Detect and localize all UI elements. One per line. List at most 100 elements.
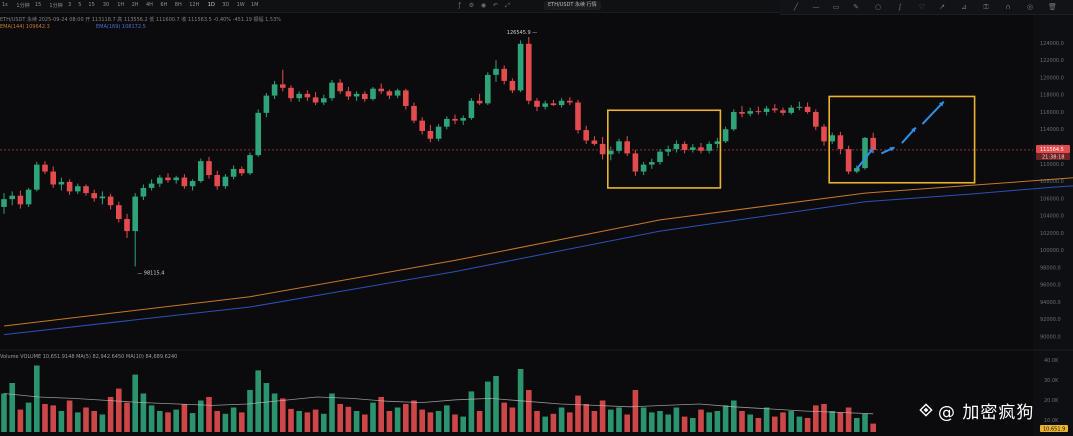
volume-bar bbox=[747, 414, 753, 432]
candle-body bbox=[247, 155, 253, 174]
volume-bar bbox=[788, 411, 794, 432]
candle-body bbox=[468, 100, 475, 119]
volume-bar bbox=[378, 397, 384, 432]
volume-bar bbox=[813, 405, 819, 432]
y-tick-label: 110000.0 bbox=[1040, 162, 1064, 168]
timeframe-10[interactable]: 4H bbox=[146, 2, 153, 8]
volume-bar bbox=[714, 411, 721, 432]
volume-bar bbox=[140, 393, 147, 432]
candle-body bbox=[345, 91, 352, 97]
candle-body bbox=[698, 147, 704, 151]
candle-body bbox=[632, 153, 639, 172]
volume-bar bbox=[206, 397, 212, 432]
timeframe-13[interactable]: 12H bbox=[189, 2, 200, 8]
arrow-icon[interactable]: ↗ bbox=[939, 3, 945, 11]
symbol-chip[interactable]: ETH/USDT 永续 行情 bbox=[544, 1, 601, 10]
magnet-icon[interactable]: ∩ bbox=[1005, 3, 1011, 11]
ema144-line bbox=[3, 177, 1073, 327]
timeframe-5[interactable]: 5 bbox=[78, 2, 82, 8]
volume-bar bbox=[435, 411, 442, 432]
volume-bar bbox=[509, 407, 516, 432]
volume-bar bbox=[681, 416, 688, 432]
candle-body bbox=[649, 162, 655, 165]
ohlc-info: ETH/USDT 永续 2025-09-24 08:00 开 113118.7 … bbox=[0, 17, 282, 23]
timeframe-1[interactable]: 1分钟 bbox=[16, 3, 30, 9]
ema144-legend: EMA(144) 109642.3 bbox=[0, 24, 50, 30]
volume-bar bbox=[394, 407, 401, 432]
volume-bar bbox=[542, 416, 548, 432]
circle-icon[interactable]: ○ bbox=[874, 3, 882, 11]
timeframe-16[interactable]: 1W bbox=[236, 2, 245, 8]
candle-body bbox=[755, 111, 762, 113]
price-tag-timer-bg bbox=[1036, 152, 1070, 160]
candle-body bbox=[124, 219, 130, 232]
undo-icon[interactable]: ↶ bbox=[492, 2, 499, 9]
timeframe-12[interactable]: 8H bbox=[174, 2, 182, 8]
volume-bar bbox=[189, 413, 196, 432]
volume-bar bbox=[804, 418, 811, 432]
trendline-icon[interactable]: ╱ bbox=[793, 3, 799, 11]
candle-body bbox=[9, 195, 15, 200]
brush-icon[interactable]: ∫ bbox=[898, 3, 902, 11]
horizontal-line-icon[interactable]: — bbox=[812, 3, 820, 11]
candle-body bbox=[599, 143, 606, 155]
timeframe-0[interactable]: 1s bbox=[2, 2, 8, 8]
pen-icon[interactable]: ✎ bbox=[853, 3, 859, 11]
heart-icon[interactable]: ♡ bbox=[918, 3, 926, 11]
trend-arrow-head bbox=[868, 148, 874, 154]
indicator-icon[interactable]: ƒ bbox=[458, 2, 461, 9]
volume-bar bbox=[616, 407, 622, 432]
candle-body bbox=[25, 189, 32, 205]
candle-body bbox=[411, 105, 417, 121]
volume-bar bbox=[312, 409, 319, 432]
volume-bar bbox=[558, 407, 565, 432]
timeframe-2[interactable]: 15 bbox=[35, 2, 42, 8]
volume-bar bbox=[403, 404, 409, 432]
y-tick-label: 98000.0 bbox=[1040, 265, 1061, 271]
price-tag-timer: 21:38:18 bbox=[1042, 154, 1064, 160]
candle-body bbox=[353, 93, 360, 97]
camera-icon[interactable]: ◉ bbox=[480, 2, 487, 9]
volume-bar bbox=[9, 383, 15, 432]
volume-bar bbox=[501, 402, 507, 432]
measure-icon[interactable]: ⊿ bbox=[961, 3, 967, 11]
volume-bar bbox=[485, 381, 491, 432]
timeframe-4[interactable]: 3 bbox=[68, 2, 72, 8]
volume-bar bbox=[239, 412, 245, 432]
volume-bar bbox=[345, 406, 352, 432]
candle-body bbox=[813, 111, 819, 127]
candle-body bbox=[722, 129, 729, 142]
timeframe-9[interactable]: 2H bbox=[131, 2, 139, 8]
candle-body bbox=[99, 196, 106, 199]
timeframe-6[interactable]: 15 bbox=[88, 2, 95, 8]
timeframe-7[interactable]: 30 bbox=[102, 2, 110, 8]
settings-icon[interactable]: ⚙ bbox=[468, 2, 475, 9]
fullscreen-icon[interactable]: ⤢ bbox=[505, 2, 510, 9]
candle-body bbox=[870, 137, 876, 150]
lock-icon[interactable]: ⚿ bbox=[983, 3, 989, 11]
y-tick-label: 124000.0 bbox=[1040, 41, 1064, 47]
volume-bar bbox=[567, 412, 573, 432]
timeframe-15[interactable]: 3D bbox=[222, 2, 230, 8]
volume-bar bbox=[263, 383, 270, 432]
timeframe-8[interactable]: 1H bbox=[117, 2, 125, 8]
volume-bar bbox=[50, 405, 56, 432]
timeframe-11[interactable]: 6H bbox=[160, 2, 168, 8]
price-tag-value: 111564.5 bbox=[1040, 147, 1064, 153]
high-price-label: 126545.9 — bbox=[507, 30, 537, 36]
eye-icon[interactable]: ◎ bbox=[1026, 3, 1034, 11]
candle-body bbox=[116, 205, 122, 219]
timeframe-14[interactable]: 1D bbox=[207, 2, 215, 8]
candle-body bbox=[657, 151, 663, 163]
timeframe-17[interactable]: 1M bbox=[251, 2, 259, 8]
rectangle-icon[interactable]: ▭ bbox=[832, 3, 840, 11]
volume-bar bbox=[829, 411, 835, 432]
candle-body bbox=[140, 187, 147, 197]
trash-icon[interactable]: 🗑 bbox=[1048, 3, 1057, 11]
volume-bar bbox=[42, 404, 48, 432]
candle-body bbox=[452, 118, 458, 121]
candle-body bbox=[829, 135, 835, 142]
timeframe-3[interactable]: 1分钟 bbox=[49, 3, 63, 9]
candle-body bbox=[706, 143, 712, 151]
